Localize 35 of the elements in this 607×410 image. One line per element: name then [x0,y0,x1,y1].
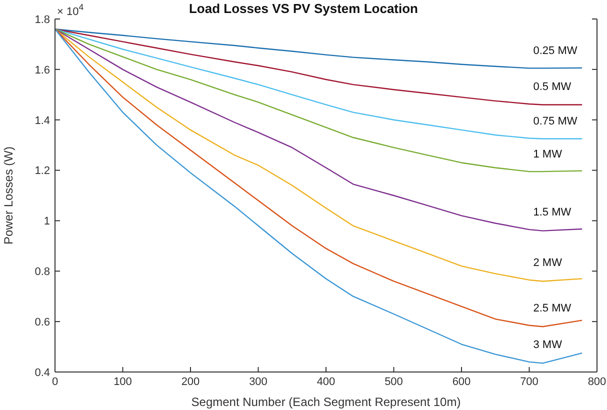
x-tick-label: 600 [452,376,471,388]
x-tick-label: 800 [588,376,606,388]
series-label: 0.25 MW [533,45,578,58]
series-label: 1 MW [533,148,563,161]
y-tick-label: 0.4 [34,366,50,379]
line-series [55,28,583,106]
series-label: 2.5 MW [533,302,572,314]
y-tick-label: 1.8 [34,14,50,26]
y-tick-label: 1 [44,216,50,228]
x-tick-label: 100 [114,376,132,388]
y-tick-label: 0.6 [34,316,50,328]
series-label: 3 MW [533,338,563,351]
x-tick-label: 500 [384,376,403,388]
y-axis-title: Power Losses (W) [1,146,16,245]
line-series [55,28,583,69]
y-tick-label: 1.2 [34,165,50,178]
x-tick-label: 0 [52,376,58,388]
y-tick-label: 0.8 [34,266,50,278]
series-label: 2 MW [533,256,563,269]
y-tick-label: 1.6 [34,64,50,76]
series-label: 0.75 MW [533,115,578,128]
chart-title: Load Losses VS PV System Location [188,1,418,16]
x-tick-label: 700 [520,376,538,388]
y-tick-label: 1.4 [34,114,50,127]
x-tick-label: 200 [181,376,200,388]
x-tick-label: 400 [316,376,336,388]
x-tick-label: 300 [249,376,268,388]
series-label: 1.5 MW [533,206,572,219]
line-series [55,28,583,232]
text: × 10$^{4}$ [57,2,84,18]
x-axis-title: Segment Number (Each Segment Represent 10m) [191,395,461,409]
line-series [55,28,583,172]
line-series [55,28,583,140]
line-series [55,28,583,282]
series-label: 0.5 MW [533,80,572,93]
